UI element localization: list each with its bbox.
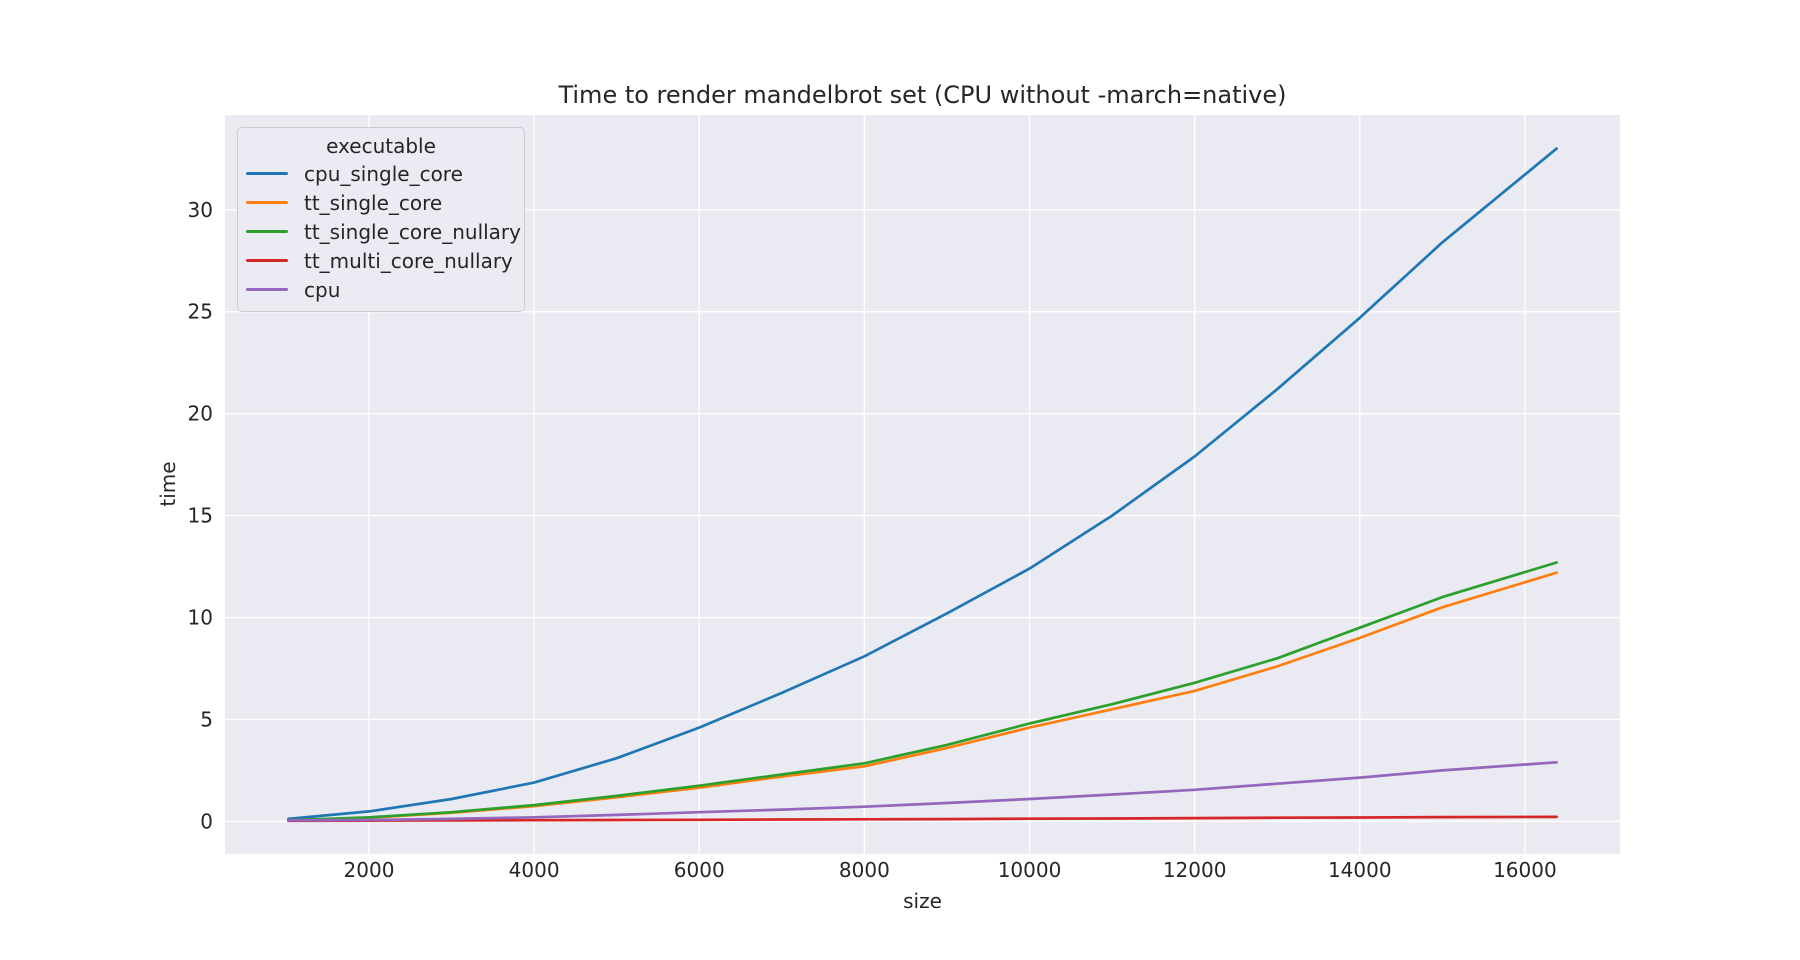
y-axis-label: time bbox=[156, 461, 180, 507]
y-tick-label: 10 bbox=[188, 606, 213, 630]
legend-swatch-cpu bbox=[246, 288, 288, 291]
legend-swatch-tt_single_core_nullary bbox=[246, 230, 288, 233]
y-tick-label: 30 bbox=[188, 198, 213, 222]
legend-entry-tt_multi_core_nullary: tt_multi_core_nullary bbox=[246, 246, 516, 275]
y-tick-label: 25 bbox=[188, 300, 213, 324]
x-tick-label: 16000 bbox=[1493, 858, 1557, 882]
legend-label: tt_multi_core_nullary bbox=[304, 248, 513, 273]
legend-title: executable bbox=[326, 134, 436, 158]
legend: executable cpu_single_core tt_single_core… bbox=[237, 127, 525, 312]
y-tick-label: 20 bbox=[188, 402, 213, 426]
legend-entry-cpu: cpu bbox=[246, 275, 516, 304]
x-tick-label: 10000 bbox=[998, 858, 1062, 882]
x-tick-label: 12000 bbox=[1163, 858, 1227, 882]
legend-entry-tt_single_core: tt_single_core bbox=[246, 188, 516, 217]
series-line-cpu bbox=[287, 760, 1558, 822]
legend-swatch-tt_multi_core_nullary bbox=[246, 259, 288, 262]
legend-label: tt_single_core_nullary bbox=[304, 219, 521, 244]
x-tick-label: 14000 bbox=[1328, 858, 1392, 882]
x-axis-label: size bbox=[903, 889, 942, 913]
legend-swatch-tt_single_core bbox=[246, 201, 288, 204]
legend-label: tt_single_core bbox=[304, 190, 443, 215]
legend-entry-tt_single_core_nullary: tt_single_core_nullary bbox=[246, 217, 521, 246]
series-line-tt_single_core_nullary bbox=[287, 561, 1558, 822]
y-tick-label: 0 bbox=[200, 809, 213, 833]
chart-title: Time to render mandelbrot set (CPU witho… bbox=[558, 81, 1287, 109]
legend-entries: cpu_single_core tt_single_core tt_single_c… bbox=[246, 159, 521, 304]
x-tick-label: 2000 bbox=[344, 858, 395, 882]
x-tick-label: 4000 bbox=[509, 858, 560, 882]
legend-swatch-cpu_single_core bbox=[246, 172, 288, 175]
legend-label: cpu bbox=[304, 277, 341, 302]
y-tick-label: 5 bbox=[200, 707, 213, 731]
series-line-cpu_single_core bbox=[287, 147, 1558, 821]
legend-label: cpu_single_core bbox=[304, 161, 463, 186]
series-line-tt_multi_core_nullary bbox=[287, 815, 1558, 823]
x-tick-label: 6000 bbox=[674, 858, 725, 882]
legend-entry-cpu_single_core: cpu_single_core bbox=[246, 159, 516, 188]
x-tick-label: 8000 bbox=[839, 858, 890, 882]
y-tick-label: 15 bbox=[188, 504, 213, 528]
